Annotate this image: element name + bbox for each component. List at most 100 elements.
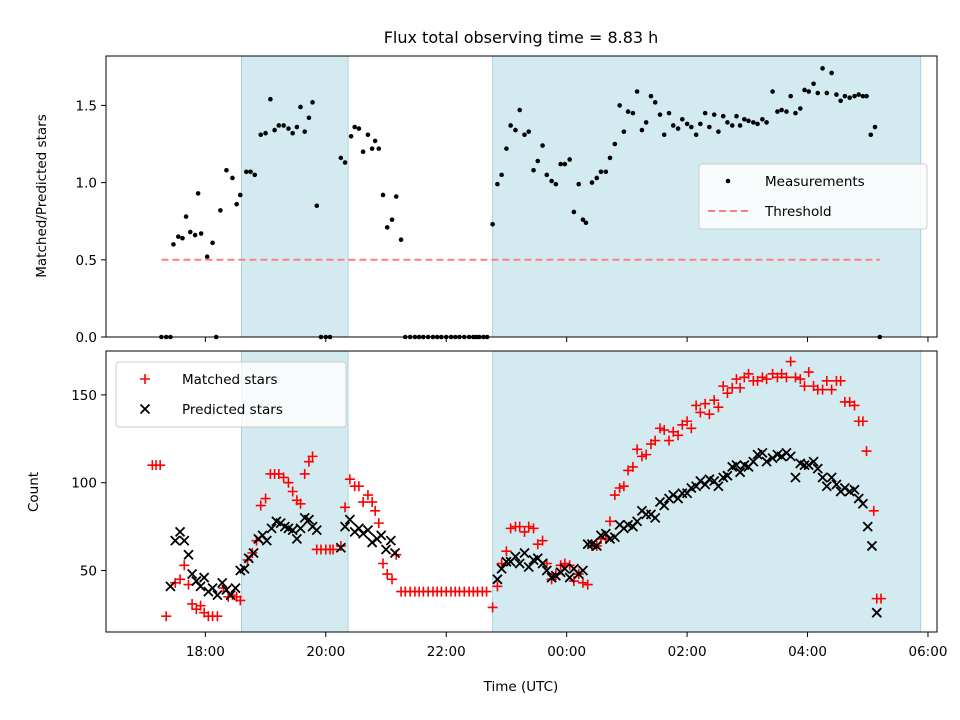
y-tick-label: 100 bbox=[71, 476, 97, 492]
legend-label: Threshold bbox=[764, 204, 832, 220]
data-point bbox=[594, 175, 600, 181]
x-tick-label: 06:00 bbox=[909, 644, 948, 660]
data-point bbox=[650, 512, 661, 523]
data-point bbox=[155, 460, 166, 471]
data-point bbox=[760, 117, 765, 122]
data-point bbox=[335, 540, 346, 551]
legend-label: Matched stars bbox=[182, 372, 278, 388]
data-point bbox=[314, 203, 320, 209]
data-point bbox=[817, 384, 828, 395]
data-point bbox=[295, 523, 306, 534]
data-point bbox=[372, 138, 378, 144]
y-tick-label: 50 bbox=[80, 564, 97, 580]
data-point bbox=[344, 474, 355, 485]
data-point bbox=[607, 155, 613, 161]
data-point bbox=[564, 572, 575, 583]
data-point bbox=[537, 558, 548, 569]
data-point bbox=[310, 100, 315, 105]
data-point bbox=[695, 475, 706, 487]
data-point bbox=[365, 132, 371, 138]
data-point bbox=[562, 161, 568, 167]
data-point bbox=[784, 109, 789, 114]
data-point bbox=[510, 551, 521, 562]
data-point bbox=[868, 505, 879, 516]
data-point bbox=[757, 447, 768, 458]
data-point bbox=[838, 98, 843, 104]
data-point bbox=[583, 220, 589, 226]
data-point bbox=[283, 477, 294, 488]
data-point bbox=[811, 81, 816, 87]
data-point bbox=[340, 502, 351, 513]
data-point bbox=[751, 120, 756, 125]
data-point bbox=[700, 398, 711, 409]
data-point bbox=[835, 375, 846, 386]
data-point bbox=[820, 66, 825, 71]
data-point bbox=[711, 112, 717, 117]
data-point bbox=[743, 368, 754, 379]
data-point bbox=[849, 484, 860, 495]
chart-title: Flux total observing time = 8.83 h bbox=[384, 28, 659, 47]
axes-frame bbox=[105, 55, 938, 338]
data-point bbox=[862, 521, 873, 532]
x-tick-label: 00:00 bbox=[547, 644, 586, 660]
data-point bbox=[689, 124, 694, 130]
data-point bbox=[755, 121, 760, 127]
data-point bbox=[519, 526, 530, 537]
data-point bbox=[821, 375, 832, 386]
data-point bbox=[328, 544, 339, 555]
data-point bbox=[286, 126, 291, 131]
top-panel: 0.0 0.5 1.0 1.5 Measurements Threshold bbox=[76, 55, 938, 346]
data-point bbox=[492, 581, 503, 592]
x-tick-label: 20:00 bbox=[306, 644, 345, 660]
data-point bbox=[217, 577, 228, 588]
top-y-axis-label: Matched/Predicted stars bbox=[34, 114, 50, 277]
data-point bbox=[582, 539, 593, 550]
data-point bbox=[621, 129, 627, 134]
data-point bbox=[311, 525, 322, 536]
data-point bbox=[362, 525, 374, 536]
data-point bbox=[849, 400, 860, 411]
data-point bbox=[380, 192, 386, 198]
data-point bbox=[558, 161, 563, 167]
data-point bbox=[799, 460, 810, 471]
data-point bbox=[580, 217, 586, 222]
data-point bbox=[847, 95, 852, 100]
data-point bbox=[499, 172, 504, 178]
data-point bbox=[808, 456, 819, 467]
data-point bbox=[266, 523, 277, 534]
data-point bbox=[631, 516, 643, 527]
data-point bbox=[299, 468, 310, 479]
data-point bbox=[306, 115, 312, 121]
bottom-panel: 50 100 150 18:00 20:00 22:00 00:00 02:00 04:00 06… bbox=[71, 350, 948, 660]
data-point bbox=[258, 132, 264, 138]
data-point bbox=[670, 123, 676, 128]
data-point bbox=[526, 129, 532, 134]
data-point bbox=[761, 456, 772, 467]
data-point bbox=[866, 540, 878, 552]
data-point bbox=[276, 123, 282, 128]
data-point bbox=[857, 416, 868, 427]
data-point bbox=[161, 611, 172, 622]
data-point bbox=[342, 160, 348, 165]
data-point bbox=[244, 169, 249, 175]
data-point bbox=[398, 237, 404, 243]
data-point bbox=[535, 158, 541, 164]
data-point bbox=[362, 490, 373, 501]
data-point bbox=[541, 565, 552, 576]
data-point bbox=[248, 169, 253, 175]
data-point bbox=[186, 568, 198, 580]
data-point bbox=[338, 155, 344, 161]
data-point bbox=[630, 110, 636, 116]
data-point bbox=[504, 146, 509, 151]
data-point bbox=[234, 201, 239, 207]
data-point bbox=[831, 479, 842, 490]
data-point bbox=[603, 169, 609, 175]
data-point bbox=[627, 461, 638, 472]
data-point bbox=[298, 104, 303, 110]
data-point bbox=[248, 547, 259, 559]
data-point bbox=[812, 463, 823, 474]
data-point bbox=[842, 93, 848, 99]
data-point bbox=[790, 372, 801, 383]
data-point bbox=[490, 221, 495, 227]
data-point bbox=[175, 574, 186, 585]
